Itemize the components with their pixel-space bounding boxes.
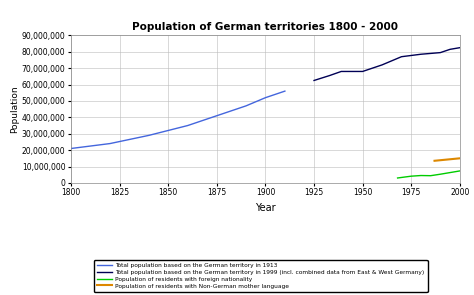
Population of residents with foreign nationality <box>418 174 424 177</box>
X-axis label: Year: Year <box>255 203 276 213</box>
Line: Population of residents with Non-German mother language: Population of residents with Non-German … <box>435 158 460 161</box>
Total population based on the German territory in 1913 <box>68 147 74 150</box>
Total population based on the German territory in 1999 (incl. combined data from East & West Germany) <box>311 79 317 82</box>
Total population based on the German territory in 1913 <box>185 124 191 127</box>
Population of residents with foreign nationality <box>428 174 433 178</box>
Line: Total population based on the German territory in 1999 (incl. combined data from East & West Germany): Total population based on the German ter… <box>314 48 460 81</box>
Population of residents with foreign nationality <box>438 173 443 176</box>
Population of residents with Non-German mother language <box>457 157 463 160</box>
Total population based on the German territory in 1913 <box>243 104 249 108</box>
Population of residents with foreign nationality <box>457 169 463 173</box>
Line: Population of residents with foreign nationality: Population of residents with foreign nat… <box>398 171 460 178</box>
Total population based on the German territory in 1913 <box>204 117 210 121</box>
Total population based on the German territory in 1999 (incl. combined data from East & West Germany) <box>457 46 463 50</box>
Total population based on the German territory in 1913 <box>263 96 268 99</box>
Total population based on the German territory in 1913 <box>88 144 93 148</box>
Population of residents with foreign nationality <box>395 176 401 180</box>
Total population based on the German territory in 1913 <box>107 142 113 145</box>
Total population based on the German territory in 1913 <box>224 111 229 114</box>
Line: Total population based on the German territory in 1913: Total population based on the German ter… <box>71 91 285 148</box>
Population of residents with foreign nationality <box>409 174 414 178</box>
Y-axis label: Population: Population <box>10 85 19 133</box>
Total population based on the German territory in 1913 <box>127 138 132 141</box>
Title: Population of German territories 1800 - 2000: Population of German territories 1800 - … <box>132 22 399 32</box>
Legend: Total population based on the German territory in 1913, Total population based o: Total population based on the German ter… <box>94 260 428 292</box>
Total population based on the German territory in 1913 <box>165 129 171 132</box>
Total population based on the German territory in 1999 (incl. combined data from East & West Germany) <box>399 55 404 58</box>
Total population based on the German territory in 1999 (incl. combined data from East & West Germany) <box>338 70 344 73</box>
Total population based on the German territory in 1913 <box>282 89 288 93</box>
Total population based on the German territory in 1999 (incl. combined data from East & West Germany) <box>447 47 453 51</box>
Population of residents with Non-German mother language <box>432 159 438 163</box>
Total population based on the German territory in 1999 (incl. combined data from East & West Germany) <box>418 53 424 56</box>
Total population based on the German territory in 1913 <box>146 134 152 137</box>
Total population based on the German territory in 1999 (incl. combined data from East & West Germany) <box>379 63 385 67</box>
Total population based on the German territory in 1999 (incl. combined data from East & West Germany) <box>360 70 365 73</box>
Total population based on the German territory in 1999 (incl. combined data from East & West Germany) <box>438 51 443 54</box>
Total population based on the German territory in 1999 (incl. combined data from East & West Germany) <box>327 74 332 77</box>
